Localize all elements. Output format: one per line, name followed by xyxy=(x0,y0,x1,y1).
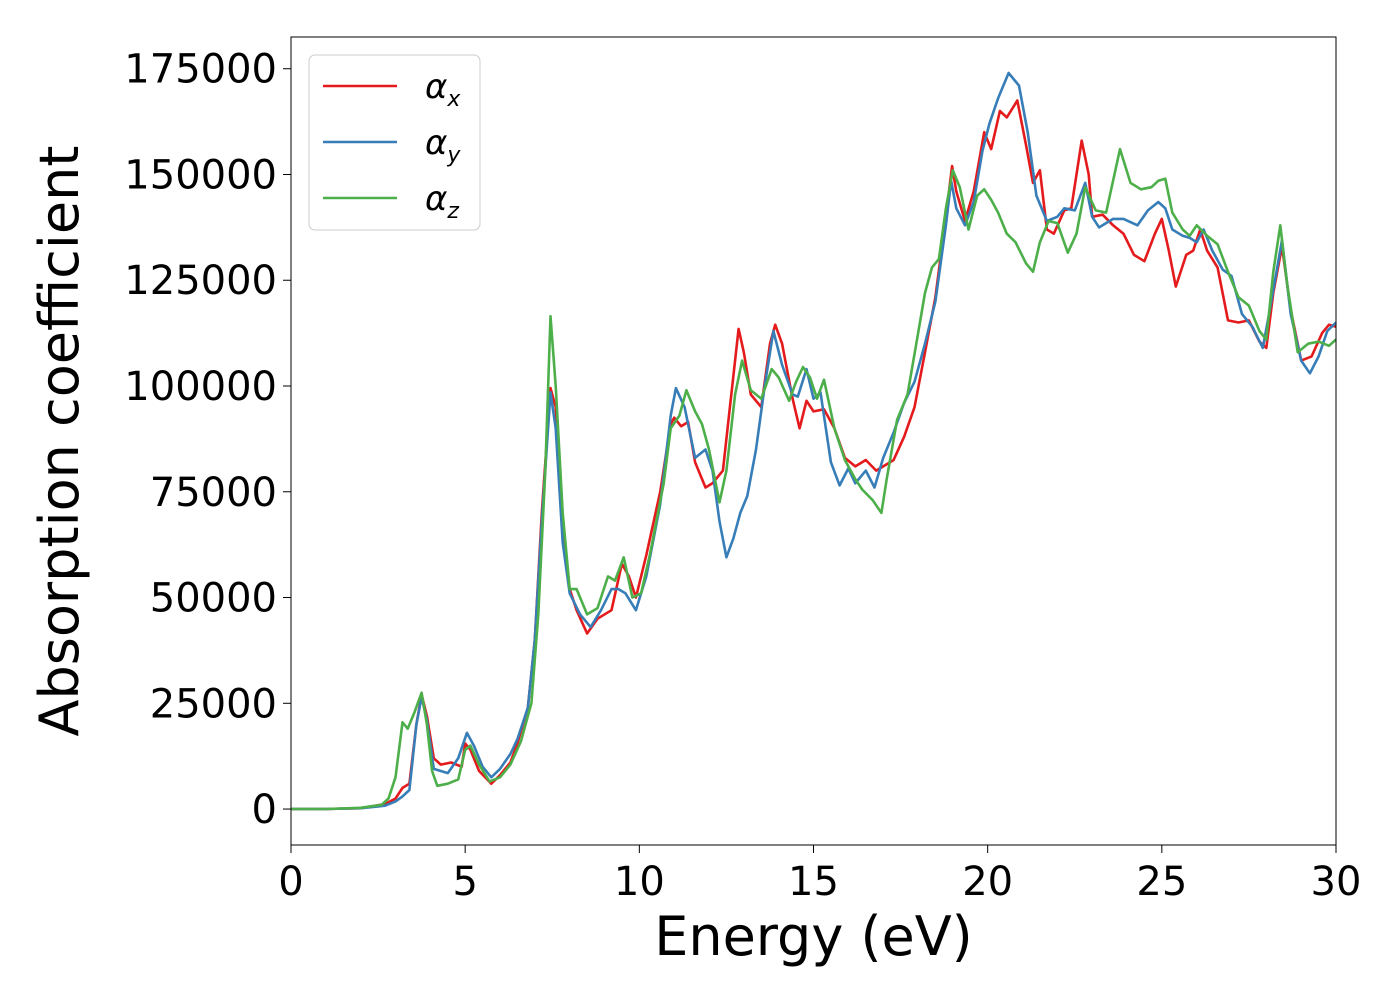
plot-lines xyxy=(291,71,1337,811)
y-tick-label: 75000 xyxy=(150,470,277,516)
plot-frame xyxy=(290,36,1337,846)
y-axis-label: Absorption coefficient xyxy=(28,146,91,737)
legend-symbol: α xyxy=(425,123,447,163)
x-tick-label: 15 xyxy=(788,859,839,905)
legend-subscript: y xyxy=(446,143,461,168)
legend-subscript: x xyxy=(446,87,461,112)
axes-ticks: 0 5 10 15 20 25 30 0 25000 50000 75000 100000 125000… xyxy=(124,47,1361,905)
y-tick-label: 25000 xyxy=(150,681,277,727)
legend-label-y: αy xyxy=(425,123,461,168)
x-tick-label: 25 xyxy=(1136,859,1187,905)
y-tick-label: 175000 xyxy=(124,47,277,93)
x-tick-label: 20 xyxy=(962,859,1013,905)
legend-label-x: αx xyxy=(425,67,461,112)
x-tick-label: 30 xyxy=(1311,859,1362,905)
legend-label-z: αz xyxy=(425,179,459,224)
legend-subscript: z xyxy=(446,199,459,224)
x-tick-label: 5 xyxy=(452,859,477,905)
legend-symbol: α xyxy=(425,179,447,219)
y-tick-label: 100000 xyxy=(124,364,277,410)
y-tick-label: 150000 xyxy=(124,152,277,198)
x-tick-label: 0 xyxy=(278,859,303,905)
x-tick-label: 10 xyxy=(614,859,665,905)
y-tick-label: 125000 xyxy=(124,258,277,304)
x-axis-label: Energy (eV) xyxy=(654,905,973,968)
legend-symbol: α xyxy=(425,67,447,107)
y-tick-label: 0 xyxy=(252,787,277,833)
series-line-z xyxy=(291,147,1337,811)
y-tick-label: 50000 xyxy=(150,576,277,622)
